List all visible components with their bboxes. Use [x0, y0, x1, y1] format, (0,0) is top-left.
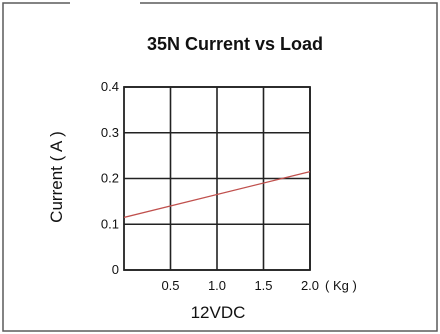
x-tick-label-2: 1.5 [254, 278, 272, 293]
x-tick-label-3: 2.0 [301, 278, 319, 293]
series-line-0 [123, 170, 311, 219]
y-tick-label-2: 0.2 [101, 171, 119, 186]
x-tick-label-0: 0.5 [161, 278, 179, 293]
y-axis-label: Current ( A ) [47, 131, 66, 223]
tick-labels: 0 0.1 0.2 0.3 0.4 0.5 1.0 1.5 2.0 [101, 79, 319, 293]
data-series [123, 170, 311, 219]
y-tick-label-3: 0.3 [101, 125, 119, 140]
y-tick-label-0: 0 [112, 262, 119, 277]
x-axis-unit: ( Kg ) [325, 278, 357, 293]
figure-frame [2, 2, 438, 332]
y-tick-label-1: 0.1 [101, 216, 119, 231]
y-tick-label-4: 0.4 [101, 79, 119, 94]
chart-title: 35N Current vs Load [147, 34, 323, 54]
frame-gap [70, 0, 140, 4]
plot-border [123, 86, 311, 271]
plot-grid [123, 86, 311, 271]
x-tick-label-1: 1.0 [208, 278, 226, 293]
x-axis-label: 12VDC [191, 303, 246, 322]
